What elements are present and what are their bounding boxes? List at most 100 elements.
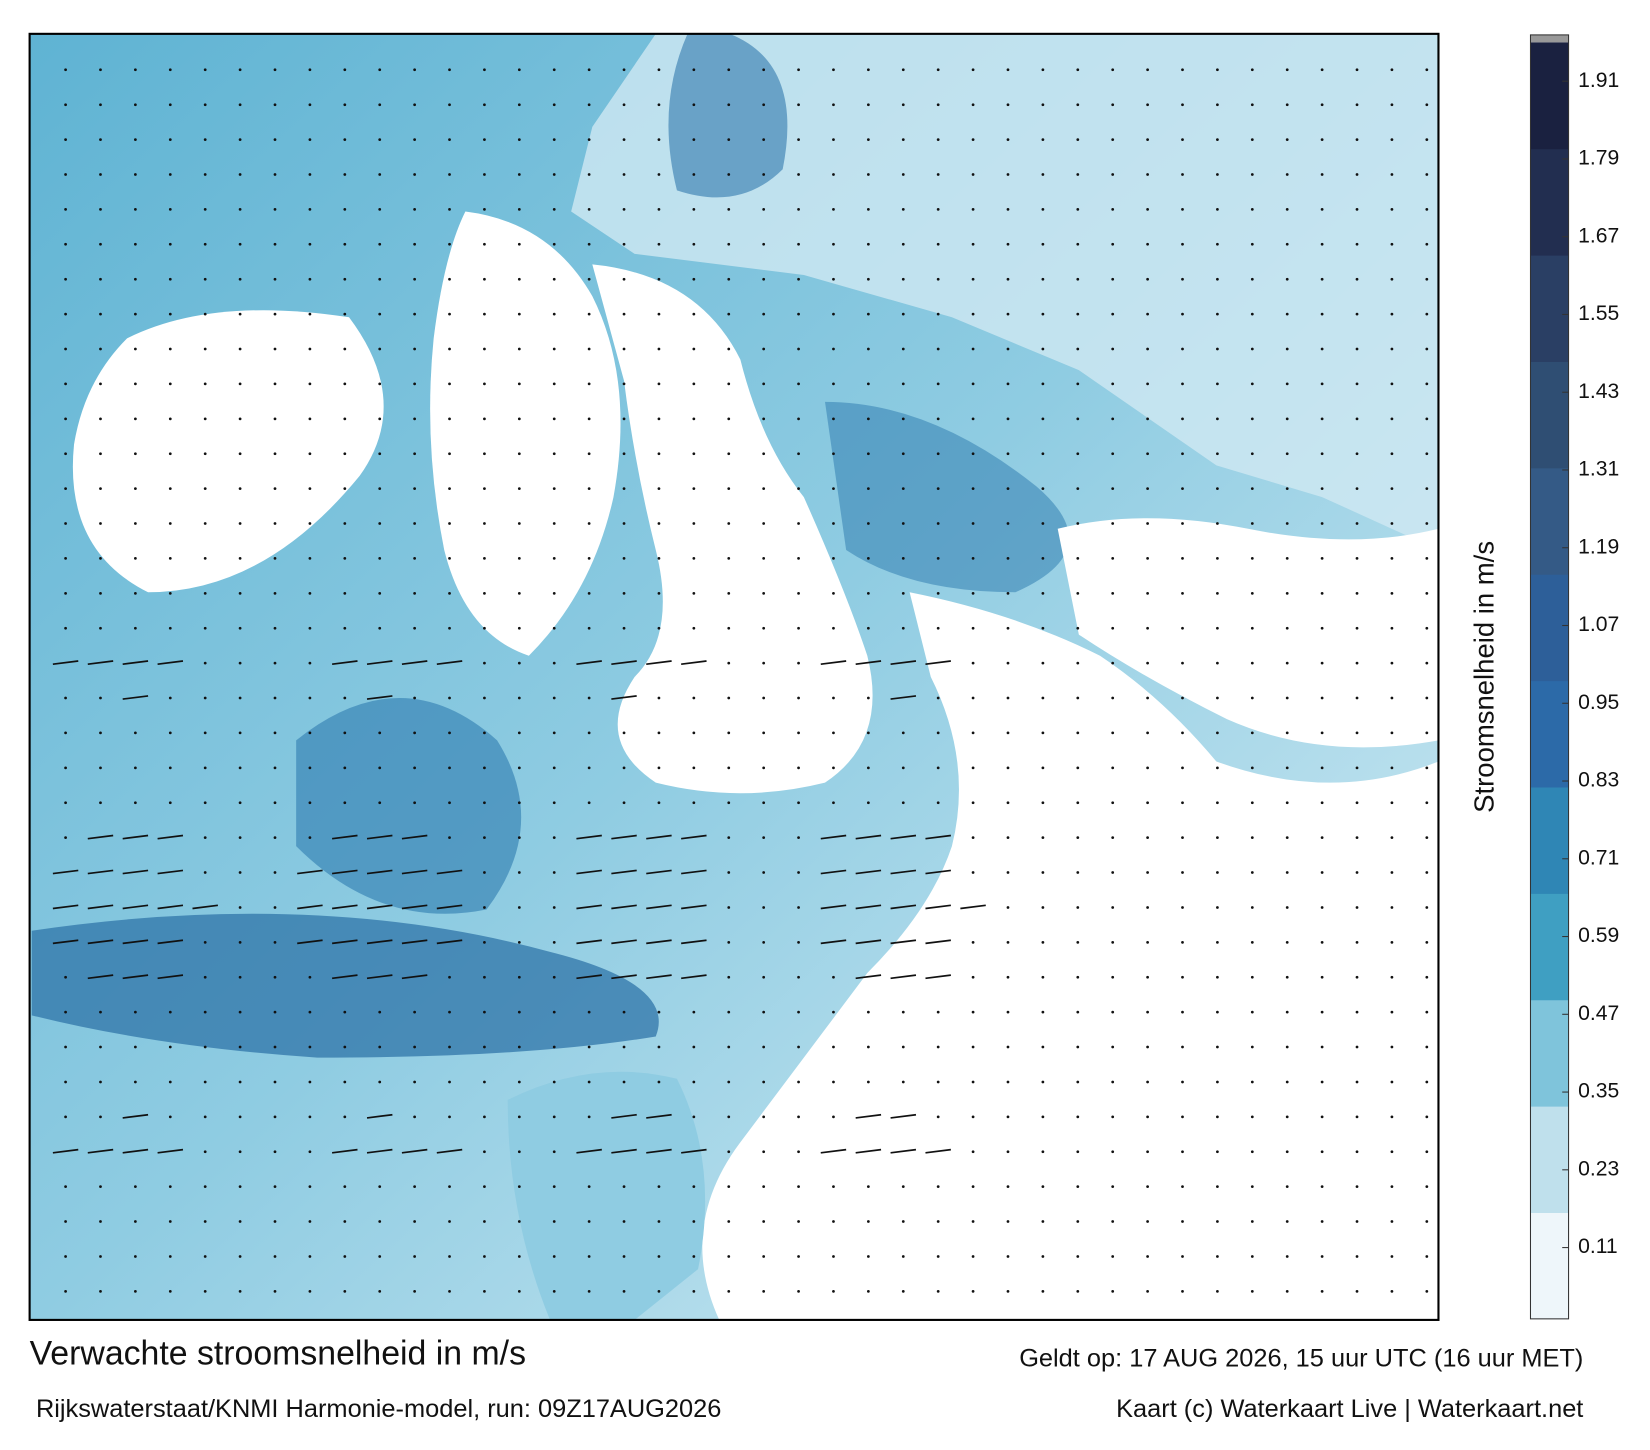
grid-dot bbox=[1425, 975, 1429, 979]
grid-dot bbox=[168, 557, 172, 560]
grid-dot bbox=[762, 801, 766, 805]
grid-dot bbox=[692, 801, 696, 805]
grid-dot bbox=[1076, 242, 1080, 246]
current-arrow bbox=[401, 660, 428, 666]
grid-dot bbox=[622, 557, 626, 560]
grid-dot bbox=[1250, 242, 1254, 246]
colorbar-cap bbox=[1530, 34, 1569, 43]
grid-dot bbox=[99, 1045, 102, 1049]
grid-dot bbox=[692, 731, 696, 735]
grid-dot bbox=[1041, 871, 1045, 874]
grid-dot bbox=[866, 312, 870, 316]
grid-dot bbox=[1041, 1150, 1045, 1154]
grid-dot bbox=[797, 173, 800, 176]
grid-dot bbox=[64, 452, 67, 456]
grid-dot bbox=[238, 1289, 242, 1293]
grid-dot bbox=[832, 103, 835, 107]
current-arrow bbox=[890, 834, 917, 840]
grid-dot bbox=[587, 696, 591, 700]
grid-dot bbox=[797, 277, 800, 281]
grid-dot bbox=[1216, 557, 1219, 560]
colorbar-tick-label: 0.59 bbox=[1578, 924, 1619, 947]
grid-dot bbox=[517, 1220, 521, 1223]
grid-dot bbox=[134, 382, 137, 386]
grid-dot bbox=[1111, 975, 1115, 979]
grid-dot bbox=[1146, 103, 1149, 107]
grid-dot bbox=[762, 1255, 766, 1258]
grid-dot bbox=[273, 1010, 277, 1014]
grid-dot bbox=[517, 626, 521, 630]
current-vectors bbox=[52, 68, 1429, 1293]
grid-dot bbox=[832, 626, 835, 630]
grid-dot bbox=[1320, 417, 1324, 421]
grid-dot bbox=[936, 591, 940, 595]
grid-dot bbox=[1216, 871, 1219, 874]
subtitle: Rijkswaterstaat/KNMI Harmonie-model, run… bbox=[36, 1395, 721, 1423]
current-arrow bbox=[855, 974, 882, 980]
grid-dot bbox=[1285, 68, 1289, 72]
grid-dot bbox=[1285, 417, 1289, 421]
current-arrow bbox=[401, 834, 428, 840]
current-arrow bbox=[401, 869, 428, 875]
grid-dot bbox=[203, 1255, 207, 1258]
grid-dot bbox=[971, 1289, 975, 1293]
grid-dot bbox=[343, 68, 347, 72]
grid-dot bbox=[238, 871, 242, 874]
grid-dot bbox=[936, 1220, 940, 1223]
grid-dot bbox=[1390, 173, 1394, 176]
current-arrow bbox=[855, 869, 882, 875]
grid-dot bbox=[1006, 906, 1010, 909]
current-arrow bbox=[157, 869, 184, 875]
current-arrow bbox=[401, 904, 428, 910]
grid-dot bbox=[1006, 1010, 1010, 1014]
grid-dot bbox=[1006, 1185, 1010, 1189]
grid-dot bbox=[762, 242, 766, 246]
grid-dot bbox=[797, 1185, 800, 1189]
grid-dot bbox=[1006, 1115, 1010, 1119]
grid-dot bbox=[692, 103, 696, 107]
grid-dot bbox=[64, 1289, 67, 1293]
grid-dot bbox=[134, 1010, 137, 1014]
grid-dot bbox=[1390, 452, 1394, 456]
grid-dot bbox=[1390, 208, 1394, 211]
grid-dot bbox=[587, 1115, 591, 1119]
grid-dot bbox=[1250, 208, 1254, 211]
grid-dot bbox=[727, 975, 731, 979]
colorbar-tick-label: 0.83 bbox=[1578, 769, 1619, 792]
grid-dot bbox=[238, 208, 242, 211]
current-arrow bbox=[87, 974, 114, 980]
grid-dot bbox=[657, 731, 661, 735]
grid-dot bbox=[587, 208, 591, 211]
grid-dot bbox=[1076, 766, 1080, 770]
grid-dot bbox=[552, 766, 556, 770]
grid-dot bbox=[1285, 242, 1289, 246]
grid-dot bbox=[517, 1150, 521, 1154]
grid-dot bbox=[517, 1289, 521, 1293]
grid-dot bbox=[832, 208, 835, 211]
grid-dot bbox=[1181, 417, 1184, 421]
grid-dot bbox=[1181, 1045, 1184, 1049]
grid-dot bbox=[1425, 382, 1429, 386]
grid-dot bbox=[448, 1220, 451, 1223]
grid-dot bbox=[832, 975, 835, 979]
grid-dot bbox=[762, 68, 766, 72]
grid-dot bbox=[971, 1220, 975, 1223]
grid-dot bbox=[1250, 277, 1254, 281]
grid-dot bbox=[901, 138, 905, 141]
grid-dot bbox=[1181, 871, 1184, 874]
grid-dot bbox=[413, 731, 416, 735]
grid-dot bbox=[1250, 173, 1254, 176]
grid-dot bbox=[1076, 138, 1080, 141]
grid-dot bbox=[1041, 417, 1045, 421]
grid-dot bbox=[901, 522, 905, 525]
grid-dot bbox=[483, 1255, 486, 1258]
current-arrow bbox=[646, 939, 672, 945]
grid-dot bbox=[727, 1289, 731, 1293]
grid-dot bbox=[1390, 1289, 1394, 1293]
grid-dot bbox=[657, 1010, 661, 1014]
grid-dot bbox=[203, 347, 207, 351]
grid-dot bbox=[1425, 626, 1429, 630]
grid-dot bbox=[1285, 1220, 1289, 1223]
grid-dot bbox=[1250, 452, 1254, 456]
current-arrow bbox=[436, 1148, 463, 1154]
